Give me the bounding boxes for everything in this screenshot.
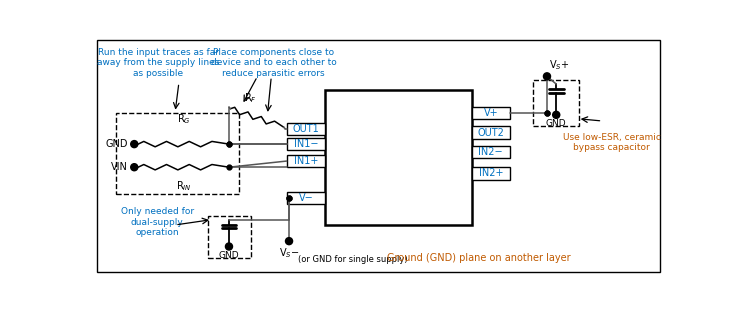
Text: IN2−: IN2− [478, 147, 503, 157]
Text: OUT2: OUT2 [477, 128, 504, 138]
Text: V$_S$−: V$_S$− [279, 247, 299, 260]
Bar [325, 90, 471, 225]
Circle shape [553, 111, 559, 118]
Text: V$_S$+: V$_S$+ [549, 58, 570, 72]
Text: Place components close to
device and to each other to
reduce parasitic errors: Place components close to device and to … [211, 48, 336, 78]
Bar [287, 138, 325, 150]
Bar [287, 192, 325, 204]
Text: OUT1: OUT1 [293, 124, 319, 134]
Circle shape [543, 73, 551, 80]
Circle shape [131, 141, 137, 148]
Bar [471, 146, 510, 158]
Bar [471, 167, 510, 180]
Text: Run the input traces as far
away from the supply lines
as possible: Run the input traces as far away from th… [97, 48, 219, 78]
Text: R$_{IN}$: R$_{IN}$ [176, 179, 191, 193]
Text: V−: V− [299, 193, 313, 203]
Circle shape [131, 164, 137, 171]
Bar [287, 155, 325, 167]
Text: GND: GND [106, 139, 128, 149]
Text: Only needed for
dual-supply
operation: Only needed for dual-supply operation [120, 207, 194, 237]
Text: V+: V+ [483, 108, 498, 118]
Text: (or GND for single supply): (or GND for single supply) [299, 255, 408, 264]
Circle shape [225, 243, 233, 250]
Bar [471, 126, 510, 139]
Text: Ground (GND) plane on another layer: Ground (GND) plane on another layer [387, 253, 571, 264]
Text: IN1−: IN1− [293, 139, 319, 149]
Text: GND: GND [219, 251, 239, 260]
Text: Use low-ESR, ceramic
bypass capacitor: Use low-ESR, ceramic bypass capacitor [562, 133, 661, 152]
Bar [287, 123, 325, 135]
Text: GND: GND [546, 120, 567, 129]
Text: R$_F$: R$_F$ [244, 91, 257, 105]
Text: VIN: VIN [112, 162, 128, 172]
Bar [208, 216, 251, 258]
Bar [471, 107, 510, 120]
Text: R$_G$: R$_G$ [177, 112, 191, 126]
Text: IN1+: IN1+ [294, 156, 319, 166]
Circle shape [285, 238, 293, 245]
Bar [533, 80, 579, 126]
Text: IN2+: IN2+ [479, 168, 503, 178]
Bar [116, 113, 239, 194]
